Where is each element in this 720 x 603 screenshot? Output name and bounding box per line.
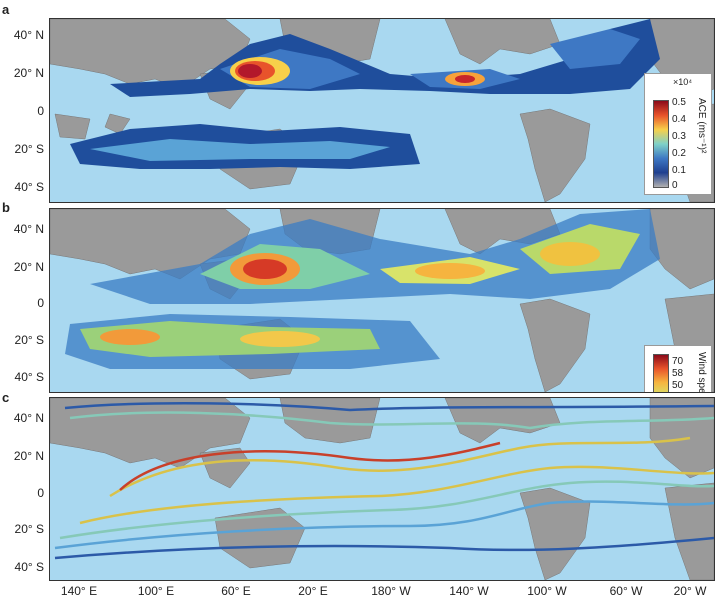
ace-legend-multiplier: ×10⁴ <box>673 77 693 87</box>
panel-c-contour-map <box>49 397 715 581</box>
lon-label: 100° E <box>137 584 175 598</box>
map-tracks <box>50 209 714 392</box>
lat-label: 40° N <box>13 28 44 42</box>
lat-label: 0 <box>37 104 44 118</box>
wind-tick: 58 <box>672 368 684 379</box>
lon-label: 100° W <box>527 584 567 598</box>
map-contours <box>50 398 714 580</box>
contour-lines <box>54 401 714 560</box>
lat-label: 40° S <box>14 560 44 574</box>
panel-letter-a: a <box>2 2 10 17</box>
lat-label: 40° N <box>13 411 44 425</box>
lon-label: 140° W <box>449 584 489 598</box>
panel-letter-c: c <box>2 390 10 405</box>
ace-tick: 0 <box>672 180 678 191</box>
lat-label: 20° N <box>13 449 44 463</box>
ace-legend-title: ACE (ms⁻¹)² <box>696 98 707 154</box>
panel-a-ace-map: ×10⁴ 0.5 0.4 0.3 0.2 0.1 0 ACE (ms⁻¹)² <box>49 18 715 203</box>
land-layer <box>50 398 714 580</box>
panel-letter-b: b <box>2 200 10 215</box>
wind-tick: 70 <box>672 356 684 367</box>
lat-label: 40° S <box>14 370 44 384</box>
lon-label: 60° E <box>221 584 251 598</box>
wind-tick: 50 <box>672 380 684 391</box>
lon-label: 60° W <box>609 584 643 598</box>
ace-tick: 0.2 <box>672 148 686 159</box>
panel-b-tracks-map: 70 58 50 43 33 18 0 Wind speed (ms⁻¹) <box>49 208 715 393</box>
ace-tick: 0.4 <box>672 114 686 125</box>
ace-colorbar <box>653 100 669 188</box>
lon-label: 140° E <box>60 584 98 598</box>
lat-label: 20° N <box>13 66 44 80</box>
map-ace <box>50 19 714 202</box>
lat-label: 20° S <box>14 522 44 536</box>
wind-colorbar <box>653 354 669 392</box>
ace-field <box>70 19 660 169</box>
wind-legend-title: Wind speed (ms⁻¹) <box>696 352 707 392</box>
lon-label: 180° W <box>371 584 411 598</box>
lat-label: 20° N <box>13 260 44 274</box>
lat-label: 20° S <box>14 142 44 156</box>
lat-label: 40° N <box>13 222 44 236</box>
ace-tick: 0.5 <box>672 97 686 108</box>
ace-legend: ×10⁴ 0.5 0.4 0.3 0.2 0.1 0 ACE (ms⁻¹)² <box>644 73 712 195</box>
lat-label: 0 <box>37 486 44 500</box>
track-field <box>65 209 660 369</box>
wind-legend: 70 58 50 43 33 18 0 Wind speed (ms⁻¹) <box>644 345 712 393</box>
lon-label: 20° W <box>673 584 707 598</box>
lon-label: 20° E <box>298 584 328 598</box>
lat-label: 20° S <box>14 333 44 347</box>
wind-tick: 43 <box>672 392 683 393</box>
ace-tick: 0.1 <box>672 165 686 176</box>
lat-label: 0 <box>37 296 44 310</box>
ace-tick: 0.3 <box>672 131 686 142</box>
lat-label: 40° S <box>14 180 44 194</box>
